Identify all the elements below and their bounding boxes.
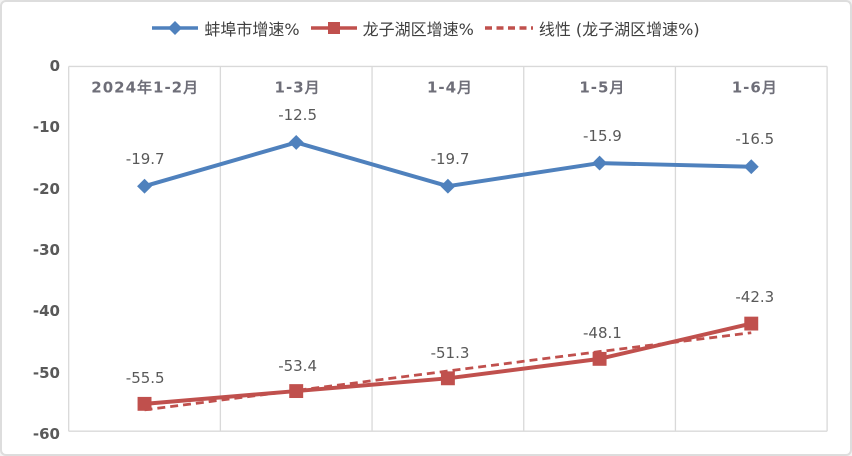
data-label: -15.9	[582, 126, 622, 145]
legend-item-trendline[interactable]: 线性 (龙子湖区增速%)	[484, 16, 700, 40]
y-tick-label: -50	[32, 363, 60, 382]
y-tick-label: -60	[32, 425, 60, 443]
y-tick-label: -40	[32, 302, 60, 321]
category-label: 2024年1-2月	[91, 78, 200, 97]
red-line-square-icon	[310, 20, 357, 36]
category-label: 1-3月	[274, 78, 321, 97]
data-label: -55.5	[125, 369, 165, 388]
category-label: 1-5月	[579, 78, 626, 97]
legend-item-longzihu[interactable]: 龙子湖区增速%	[310, 16, 474, 40]
legend: 蚌埠市增速% 龙子湖区增速% 线性 (龙子湖区增速%)	[2, 15, 850, 41]
category-label: 1-6月	[731, 78, 778, 97]
data-label: -16.5	[735, 130, 775, 149]
legend-label-bengbu: 蚌埠市增速%	[204, 20, 300, 39]
data-label: -12.5	[278, 105, 317, 124]
y-tick-label: -10	[32, 118, 60, 137]
blue-line-diamond-icon	[152, 20, 199, 36]
legend-item-bengbu[interactable]: 蚌埠市增速%	[152, 16, 300, 40]
category-label: 1-4月	[426, 78, 474, 97]
y-tick-label: 0	[49, 57, 60, 75]
y-tick-label: -30	[32, 241, 60, 259]
legend-label-longzihu: 龙子湖区增速%	[362, 20, 474, 39]
red-dashed-line-icon	[484, 20, 533, 36]
y-tick-label: -20	[32, 179, 60, 198]
data-label: -53.4	[278, 356, 317, 375]
data-label: -19.7	[125, 149, 165, 168]
data-label: -51.3	[430, 343, 470, 362]
data-label: -48.1	[582, 324, 622, 342]
data-label: -19.7	[430, 149, 470, 168]
legend-label-trendline: 线性 (龙子湖区增速%)	[538, 20, 700, 39]
data-label: -42.3	[735, 288, 775, 307]
